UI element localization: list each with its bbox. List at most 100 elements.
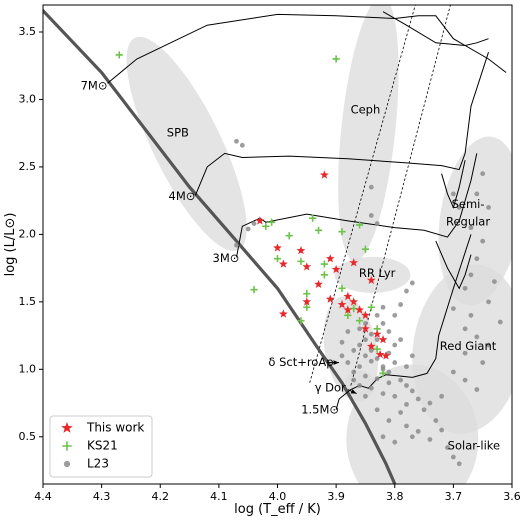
data-point bbox=[279, 259, 288, 268]
data-point bbox=[380, 321, 386, 326]
data-point bbox=[245, 226, 251, 232]
data-point bbox=[239, 142, 245, 148]
data-point bbox=[380, 366, 386, 372]
data-point bbox=[367, 303, 375, 311]
data-point bbox=[474, 334, 480, 340]
axes: 4.4 4.3 4.2 4.1 4.0 3.9 3.8 3.7 3.6 0.5 1.0 1.5 2.0 2… bbox=[3, 4, 520, 517]
data-point bbox=[325, 294, 335, 303]
x-tick-label: 4.4 bbox=[34, 490, 52, 503]
data-point bbox=[386, 369, 392, 375]
data-point bbox=[497, 319, 503, 325]
data-point bbox=[357, 383, 362, 388]
data-point bbox=[409, 434, 415, 440]
data-point bbox=[468, 312, 474, 318]
data-point bbox=[381, 351, 391, 360]
data-point bbox=[392, 312, 398, 318]
data-point bbox=[375, 349, 385, 359]
series-l23 bbox=[234, 138, 503, 467]
y-tick-label: 2.0 bbox=[19, 227, 37, 240]
data-point bbox=[492, 279, 497, 285]
y-tick-label: 2.5 bbox=[19, 160, 37, 173]
data-point bbox=[427, 437, 433, 442]
data-point bbox=[468, 225, 474, 231]
data-point bbox=[398, 337, 404, 343]
data-point bbox=[357, 364, 362, 370]
data-point bbox=[331, 264, 341, 274]
region-label: Red Giant bbox=[440, 339, 497, 353]
data-point bbox=[445, 445, 450, 450]
data-point bbox=[374, 407, 380, 413]
data-point bbox=[374, 221, 380, 226]
data-point bbox=[474, 256, 480, 262]
data-point bbox=[462, 377, 468, 383]
data-point bbox=[404, 401, 409, 407]
x-tick-label: 4.2 bbox=[152, 490, 170, 503]
y-tick-label: 3.0 bbox=[19, 92, 37, 105]
data-point bbox=[392, 439, 398, 445]
data-point bbox=[380, 304, 386, 310]
data-point bbox=[338, 228, 346, 236]
region-labels: SPB Ceph Semi- Regular RR Lyr Red Giant Solar-… bbox=[81, 78, 500, 452]
data-point bbox=[343, 305, 353, 314]
legend-label: KS21 bbox=[87, 439, 118, 453]
data-point bbox=[380, 434, 386, 440]
data-point bbox=[404, 364, 409, 370]
data-point bbox=[380, 391, 386, 396]
data-point bbox=[404, 288, 409, 294]
data-point bbox=[404, 383, 409, 388]
legend-entry: This work bbox=[61, 421, 144, 435]
data-point bbox=[462, 285, 468, 291]
region-semi-regular bbox=[438, 136, 512, 306]
data-point bbox=[433, 418, 439, 423]
data-point bbox=[386, 418, 392, 423]
y-tick-label: 1.0 bbox=[19, 362, 37, 375]
data-point bbox=[368, 385, 374, 391]
data-point bbox=[373, 345, 381, 353]
data-point bbox=[296, 246, 306, 255]
data-point bbox=[363, 373, 368, 379]
data-point bbox=[421, 407, 427, 413]
zams-line bbox=[43, 8, 397, 484]
series-this-work bbox=[255, 170, 391, 360]
data-point bbox=[339, 339, 345, 345]
data-point bbox=[361, 310, 370, 320]
data-point bbox=[486, 299, 491, 305]
data-point bbox=[361, 245, 370, 253]
legend-label: L23 bbox=[87, 457, 109, 471]
data-point bbox=[285, 232, 293, 240]
data-point bbox=[409, 388, 415, 394]
data-point bbox=[273, 255, 282, 263]
x-tick-label: 4.0 bbox=[269, 490, 287, 503]
data-point bbox=[303, 303, 311, 311]
data-point bbox=[480, 360, 486, 365]
data-point bbox=[355, 317, 364, 325]
data-point bbox=[351, 348, 357, 353]
data-point bbox=[456, 461, 462, 467]
instability-strip-blue-edge bbox=[309, 5, 416, 383]
data-point bbox=[320, 260, 328, 268]
data-point bbox=[338, 284, 346, 292]
legend-box bbox=[49, 415, 153, 478]
data-point bbox=[368, 358, 374, 364]
data-point bbox=[357, 326, 362, 332]
track-4msun bbox=[194, 52, 489, 196]
data-point bbox=[309, 214, 317, 222]
data-point bbox=[303, 290, 311, 298]
track-branch-a bbox=[441, 160, 466, 209]
data-point bbox=[361, 324, 370, 333]
data-point bbox=[255, 216, 265, 225]
y-axis-label: log (L/L⊙) bbox=[3, 213, 18, 277]
data-point bbox=[374, 312, 380, 318]
data-point bbox=[320, 271, 328, 279]
data-point bbox=[273, 243, 282, 252]
data-point bbox=[363, 321, 368, 326]
data-point bbox=[374, 337, 380, 343]
pulsation-regions bbox=[126, 5, 512, 484]
data-point bbox=[379, 369, 387, 377]
x-tick-label: 4.3 bbox=[93, 490, 111, 503]
data-point bbox=[344, 311, 352, 319]
data-point bbox=[351, 377, 357, 383]
data-point bbox=[297, 257, 305, 265]
